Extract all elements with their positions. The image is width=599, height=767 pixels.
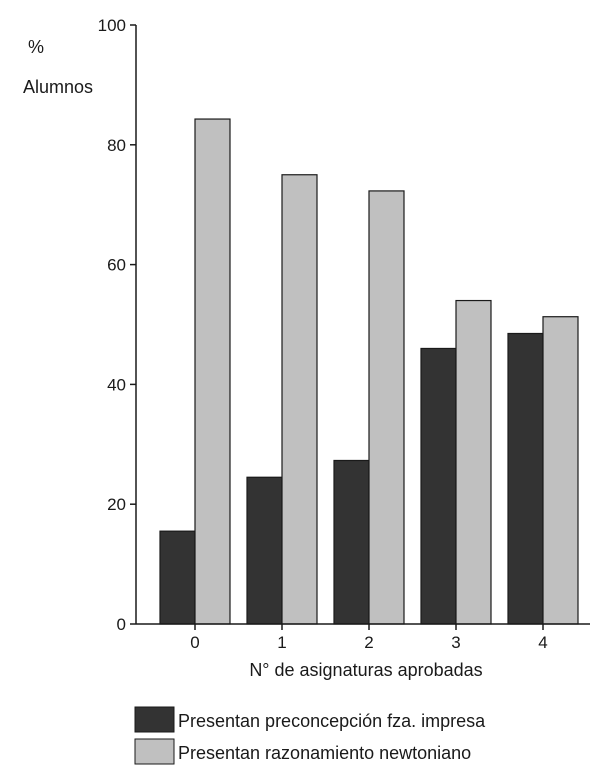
bar-series-1-cat-1 [246,476,283,625]
y-tick-label: 80 [107,136,126,155]
x-tick-label: 0 [190,633,199,652]
bar-series-2-cat-3 [455,299,492,625]
x-tick-label: 1 [277,633,286,652]
x-axis-label: N° de asignaturas aprobadas [249,660,482,680]
bar-series-1-cat-4 [507,332,544,625]
legend-swatch-series-2 [134,738,175,765]
y-axis-label-line-1: % [28,37,44,57]
bar-series-1-cat-3 [420,347,457,625]
bar-series-2-cat-4 [542,316,579,625]
bar-series-2-cat-1 [281,174,318,625]
x-tick-label: 4 [538,633,547,652]
y-tick-label: 0 [117,615,126,634]
y-axis-label-line-2: Alumnos [23,77,93,97]
bar-series-1-cat-0 [159,530,196,625]
legend-swatch-series-1 [134,706,175,733]
y-tick-label: 40 [107,375,126,394]
legend-label-series-2: Presentan razonamiento newtoniano [178,743,471,763]
y-ticks-group: 0 20 40 60 80 100 [98,16,136,634]
bars-group [159,118,579,625]
y-tick-label: 100 [98,16,126,35]
x-ticks-group: 0 1 2 3 4 [190,624,548,652]
bar-series-2-cat-0 [194,118,231,625]
x-tick-label: 3 [451,633,460,652]
legend-label-series-1: Presentan preconcepción fza. impresa [178,711,486,731]
legend: Presentan preconcepción fza. impresa Pre… [134,706,486,765]
y-tick-label: 60 [107,256,126,275]
bar-series-1-cat-2 [333,459,370,625]
y-tick-label: 20 [107,495,126,514]
bar-series-2-cat-2 [368,190,405,625]
x-tick-label: 2 [364,633,373,652]
